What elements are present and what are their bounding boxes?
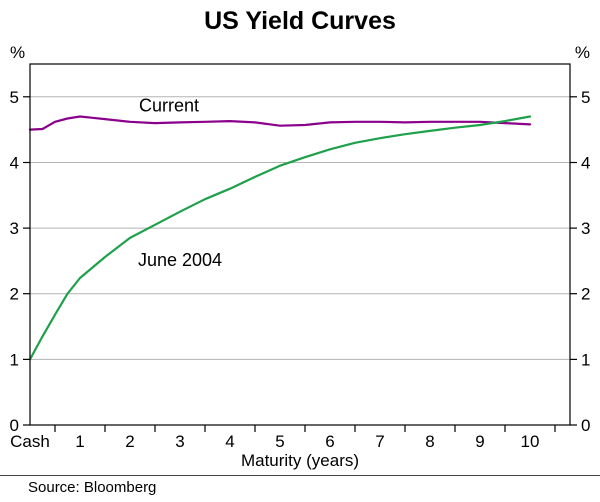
x-tick-label-3: 3 [175,432,184,451]
x-tick-label-2: 2 [125,432,134,451]
plot-border [29,63,571,426]
y-tick-label-right-4: 4 [581,153,590,172]
x-tick-label-10: 10 [521,432,540,451]
x-axis-title: Maturity (years) [240,451,360,470]
x-tick-label-9: 9 [475,432,484,451]
y-axis-unit-right: % [575,43,590,62]
x-tick-label-6: 6 [325,432,334,451]
source-note: Source: Bloomberg [28,479,157,496]
series-line-june-2004 [28,115,532,361]
y-tick-label-left-2: 2 [10,285,19,304]
series-label-june-2004: June 2004 [138,250,222,270]
y-tick-label-right-0: 0 [581,416,590,435]
x-tick-label-1: 1 [75,432,84,451]
series-label-current: Current [139,95,199,115]
y-tick-label-right-5: 5 [581,88,590,107]
series-line-current [28,115,532,131]
chart-title: US Yield Curves [204,7,396,35]
x-tick-label-4: 4 [225,432,234,451]
x-tick-label-cash: Cash [10,432,50,451]
y-tick-label-left-1: 1 [10,350,19,369]
y-tick-label-left-5: 5 [10,88,19,107]
y-tick-label-left-0: 0 [10,416,19,435]
x-tick-label-7: 7 [375,432,384,451]
y-tick-label-right-1: 1 [581,350,590,369]
plot-area: Current June 2004 0 0 1 1 2 2 3 3 4 4 5 5 Cash 1 2 3 4 5 6 7 8… [10,63,590,451]
y-tick-label-left-4: 4 [10,153,19,172]
y-tick-label-right-2: 2 [581,285,590,304]
y-tick-label-right-3: 3 [581,219,590,238]
x-tick-label-8: 8 [425,432,434,451]
y-axis-unit-left: % [10,43,25,62]
y-tick-label-left-3: 3 [10,219,19,238]
x-tick-label-5: 5 [275,432,284,451]
